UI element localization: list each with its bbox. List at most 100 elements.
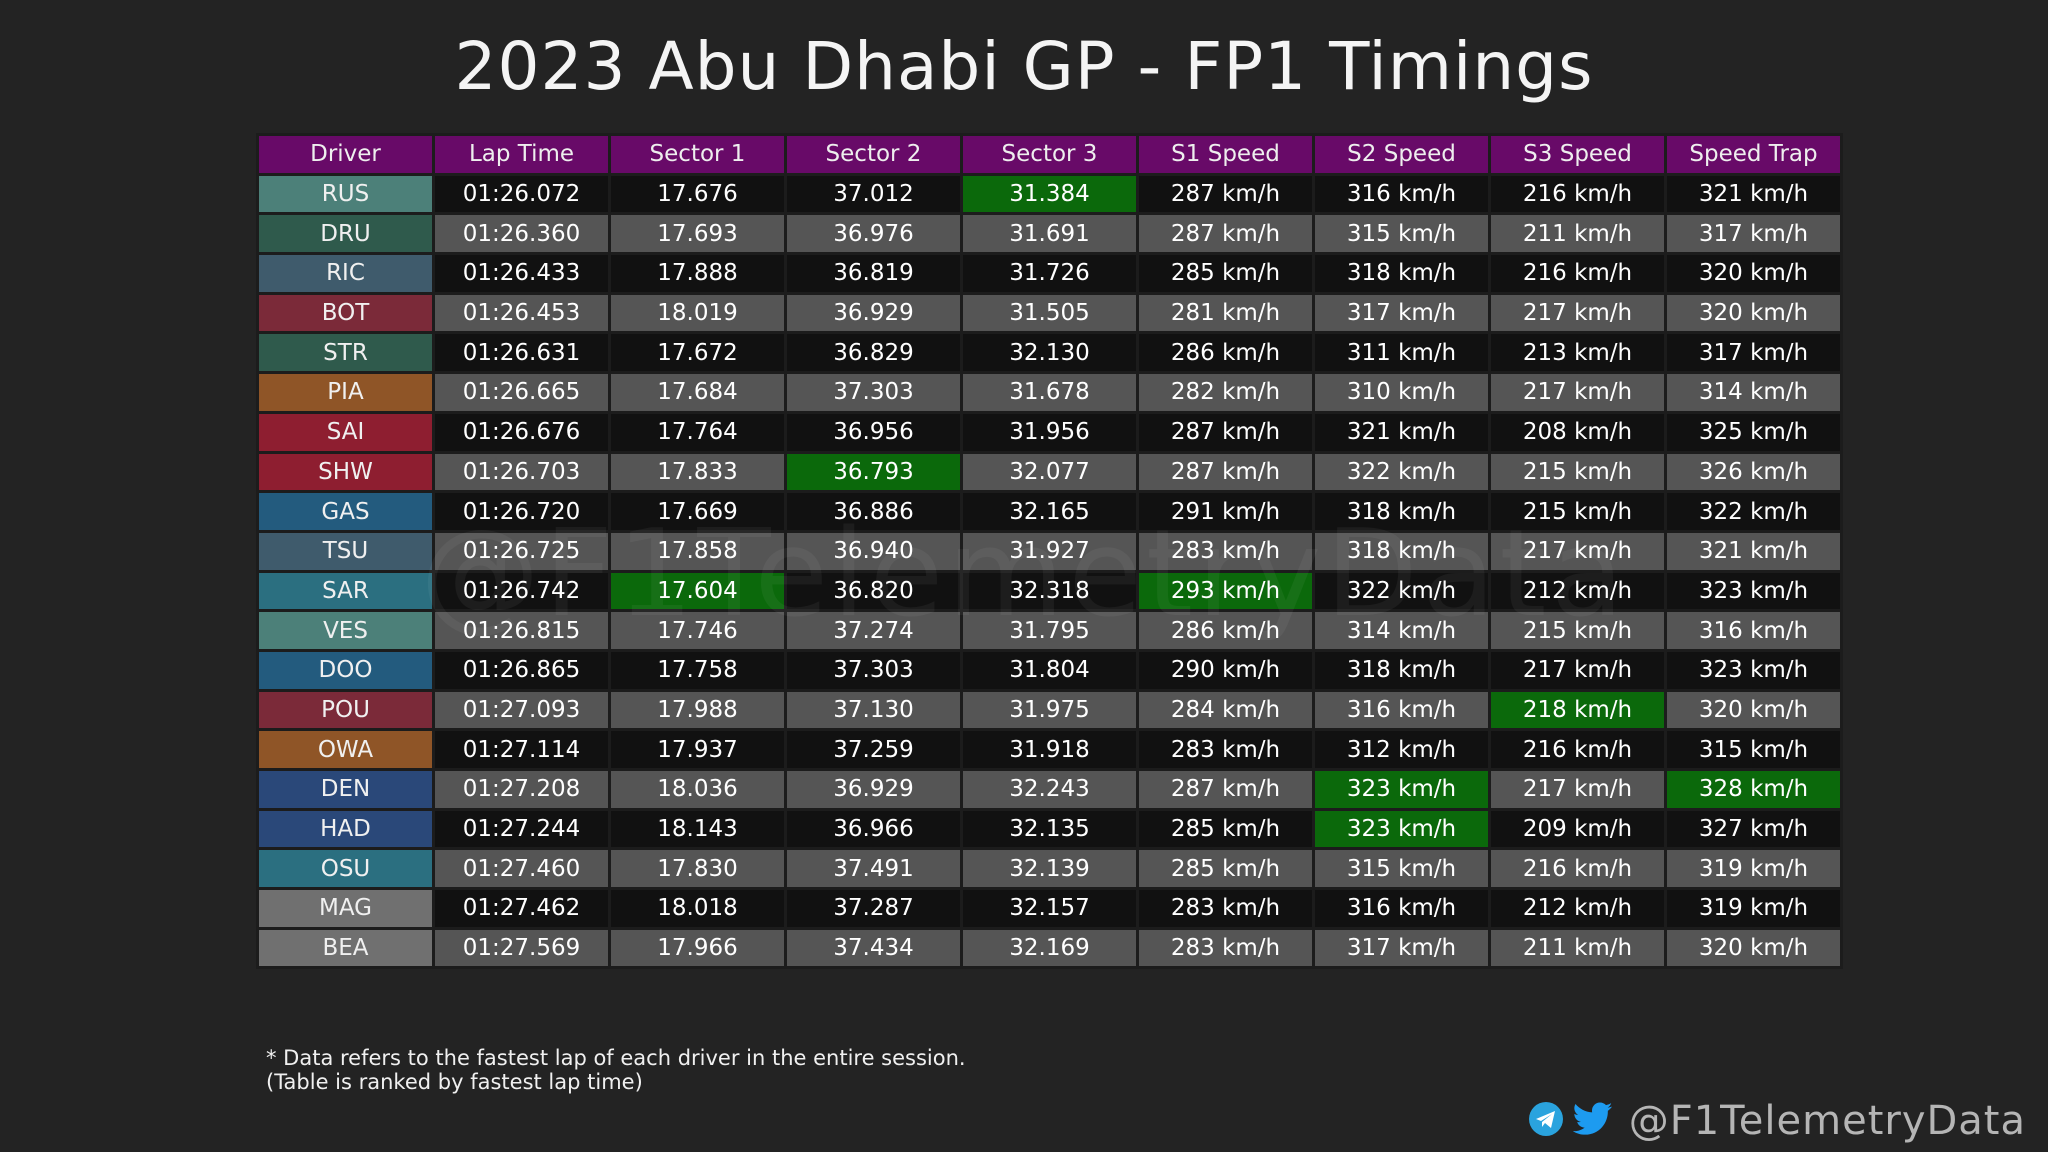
value-cell: 32.157 (960, 887, 1139, 930)
column-header: Sector 1 (608, 133, 787, 176)
value-cell: 17.669 (608, 490, 787, 533)
value-cell: 01:26.631 (432, 331, 611, 375)
table-row: POU 01:27.093 17.988 37.130 31.975 284 km/h 31… (256, 688, 1843, 732)
value-cell: 213 km/h (1488, 331, 1667, 375)
value-cell: 287 km/h (1136, 450, 1315, 494)
value-cell: 17.830 (608, 847, 787, 891)
value-cell: 314 km/h (1312, 609, 1491, 652)
best-value-cell: 36.793 (784, 450, 963, 494)
table-row: SAI 01:26.676 17.764 36.956 31.956 287 km/h 32… (256, 410, 1843, 454)
table-row: GAS 01:26.720 17.669 36.886 32.165 291 km/h 31… (256, 490, 1843, 533)
value-cell: 325 km/h (1664, 410, 1843, 454)
value-cell: 318 km/h (1312, 529, 1491, 573)
value-cell: 17.672 (608, 331, 787, 375)
page-title: 2023 Abu Dhabi GP - FP1 Timings (454, 28, 1594, 105)
value-cell: 320 km/h (1664, 252, 1843, 295)
value-cell: 283 km/h (1136, 887, 1315, 930)
value-cell: 316 km/h (1312, 688, 1491, 732)
value-cell: 36.819 (784, 252, 963, 295)
value-cell: 211 km/h (1488, 926, 1667, 970)
value-cell: 37.434 (784, 926, 963, 970)
value-cell: 327 km/h (1664, 807, 1843, 851)
value-cell: 315 km/h (1312, 847, 1491, 891)
table-row: BOT 01:26.453 18.019 36.929 31.505 281 km/h 31… (256, 291, 1843, 335)
value-cell: 01:27.244 (432, 807, 611, 851)
value-cell: 31.678 (960, 371, 1139, 414)
value-cell: 32.165 (960, 490, 1139, 533)
value-cell: 36.956 (784, 410, 963, 454)
value-cell: 282 km/h (1136, 371, 1315, 414)
value-cell: 32.130 (960, 331, 1139, 375)
value-cell: 01:27.569 (432, 926, 611, 970)
value-cell: 317 km/h (1312, 291, 1491, 335)
value-cell: 01:27.114 (432, 728, 611, 771)
value-cell: 17.676 (608, 172, 787, 216)
value-cell: 216 km/h (1488, 728, 1667, 771)
table-row: RIC 01:26.433 17.888 36.819 31.726 285 km/h 31… (256, 252, 1843, 295)
driver-cell: MAG (256, 887, 435, 930)
column-header: Speed Trap (1664, 133, 1843, 176)
table-row: RUS 01:26.072 17.676 37.012 31.384 287 km/h 31… (256, 172, 1843, 216)
driver-cell: OWA (256, 728, 435, 771)
value-cell: 321 km/h (1664, 172, 1843, 216)
column-header: Sector 2 (784, 133, 963, 176)
best-value-cell: 323 km/h (1312, 768, 1491, 811)
value-cell: 317 km/h (1312, 926, 1491, 970)
value-cell: 36.829 (784, 331, 963, 375)
footnote-line: * Data refers to the fastest lap of each… (266, 1046, 966, 1070)
value-cell: 216 km/h (1488, 252, 1667, 295)
driver-cell: VES (256, 609, 435, 652)
value-cell: 01:26.720 (432, 490, 611, 533)
value-cell: 37.491 (784, 847, 963, 891)
value-cell: 310 km/h (1312, 371, 1491, 414)
driver-cell: RIC (256, 252, 435, 295)
best-value-cell: 323 km/h (1312, 807, 1491, 851)
telegram-icon[interactable] (1528, 1102, 1563, 1140)
value-cell: 17.888 (608, 252, 787, 295)
driver-cell: SHW (256, 450, 435, 494)
value-cell: 01:26.433 (432, 252, 611, 295)
value-cell: 32.318 (960, 569, 1139, 613)
value-cell: 323 km/h (1664, 569, 1843, 613)
value-cell: 284 km/h (1136, 688, 1315, 732)
value-cell: 01:26.815 (432, 609, 611, 652)
value-cell: 36.929 (784, 768, 963, 811)
value-cell: 291 km/h (1136, 490, 1315, 533)
value-cell: 31.975 (960, 688, 1139, 732)
table-header-row: Driver Lap Time Sector 1 Sector 2 Sector 3 S1… (256, 133, 1843, 176)
value-cell: 320 km/h (1664, 926, 1843, 970)
value-cell: 287 km/h (1136, 212, 1315, 256)
value-cell: 17.937 (608, 728, 787, 771)
best-value-cell: 293 km/h (1136, 569, 1315, 613)
table-row: DEN 01:27.208 18.036 36.929 32.243 287 km/h 32… (256, 768, 1843, 811)
value-cell: 17.693 (608, 212, 787, 256)
driver-cell: TSU (256, 529, 435, 573)
column-header: S2 Speed (1312, 133, 1491, 176)
table-row: DOO 01:26.865 17.758 37.303 31.804 290 km/h 31… (256, 648, 1843, 692)
value-cell: 17.833 (608, 450, 787, 494)
value-cell: 211 km/h (1488, 212, 1667, 256)
value-cell: 17.746 (608, 609, 787, 652)
twitter-icon[interactable] (1572, 1102, 1613, 1140)
value-cell: 317 km/h (1664, 212, 1843, 256)
value-cell: 216 km/h (1488, 847, 1667, 891)
value-cell: 36.820 (784, 569, 963, 613)
value-cell: 283 km/h (1136, 529, 1315, 573)
driver-cell: DEN (256, 768, 435, 811)
value-cell: 36.886 (784, 490, 963, 533)
table-row: BEA 01:27.569 17.966 37.434 32.169 283 km/h 31… (256, 926, 1843, 970)
value-cell: 316 km/h (1312, 172, 1491, 216)
value-cell: 37.303 (784, 371, 963, 414)
value-cell: 311 km/h (1312, 331, 1491, 375)
value-cell: 01:26.676 (432, 410, 611, 454)
value-cell: 01:26.725 (432, 529, 611, 573)
value-cell: 37.274 (784, 609, 963, 652)
value-cell: 216 km/h (1488, 172, 1667, 216)
value-cell: 316 km/h (1312, 887, 1491, 930)
value-cell: 31.726 (960, 252, 1139, 295)
value-cell: 318 km/h (1312, 252, 1491, 295)
value-cell: 209 km/h (1488, 807, 1667, 851)
table-row: VES 01:26.815 17.746 37.274 31.795 286 km/h 31… (256, 609, 1843, 652)
driver-cell: POU (256, 688, 435, 732)
value-cell: 215 km/h (1488, 490, 1667, 533)
